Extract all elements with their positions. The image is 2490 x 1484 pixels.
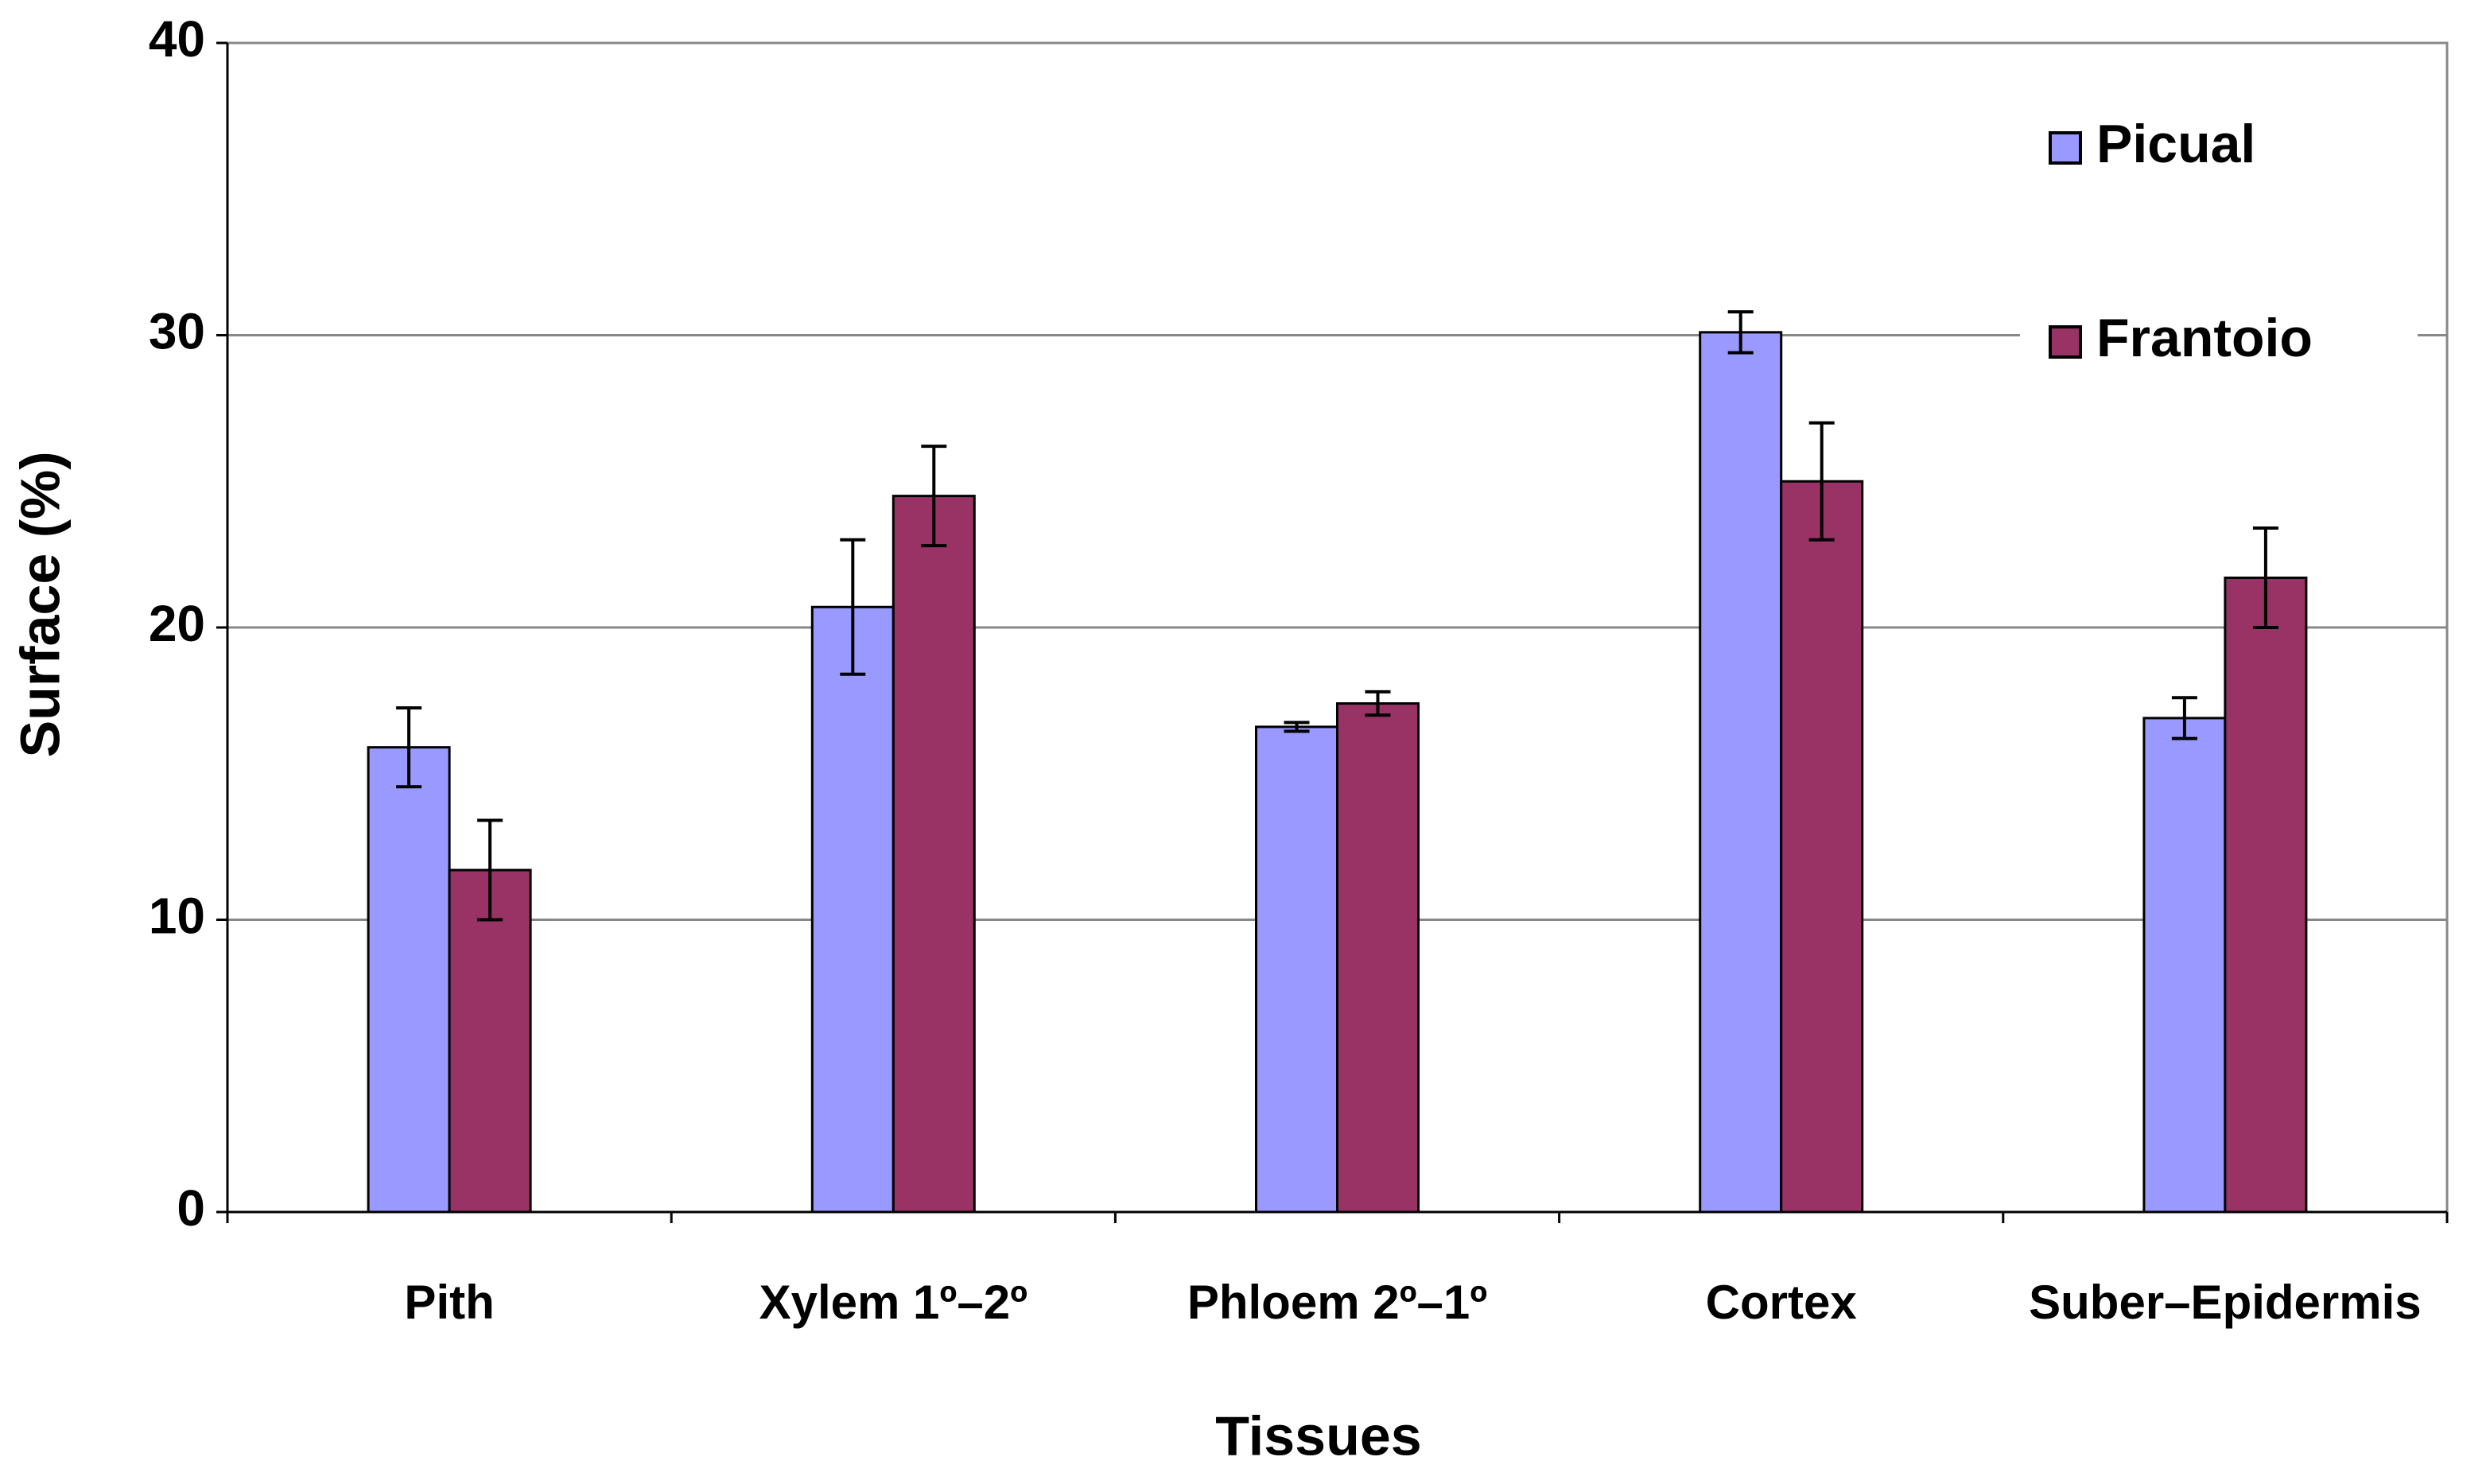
y-tick-label: 0	[177, 1179, 205, 1237]
error-bar	[1808, 421, 1835, 542]
legend-swatch	[2049, 325, 2082, 359]
error-bar	[1365, 690, 1391, 717]
legend-label: Picual	[2096, 114, 2255, 174]
error-bar	[2252, 526, 2278, 629]
error-bar	[921, 445, 947, 548]
bar	[1780, 480, 1864, 1214]
error-bar	[1727, 310, 1754, 355]
legend-swatch	[2049, 131, 2082, 165]
y-tick-label: 30	[149, 302, 205, 359]
error-bar	[2171, 696, 2197, 740]
error-bar	[396, 706, 422, 789]
x-tick-label: Suber–Epidermis	[2029, 1276, 2422, 1329]
legend-label: Frantoio	[2096, 308, 2313, 368]
bar	[2142, 717, 2227, 1214]
y-tick-label: 10	[149, 887, 205, 944]
x-axis-title: Tissues	[1215, 1404, 1421, 1467]
error-bar	[477, 818, 503, 922]
bar	[448, 868, 532, 1214]
y-tick-label: 20	[149, 595, 205, 652]
bar	[810, 605, 895, 1214]
x-tick-label: Pith	[404, 1276, 494, 1329]
x-tick-label: Cortex	[1706, 1276, 1857, 1329]
x-tick-label: Phloem 2º–1º	[1187, 1276, 1487, 1329]
bar	[2224, 577, 2308, 1214]
x-tick-label: Xylem 1º–2º	[759, 1276, 1027, 1329]
bar	[1699, 331, 1783, 1214]
error-bar	[840, 538, 866, 676]
bar	[1336, 702, 1420, 1214]
bar	[1255, 725, 1338, 1214]
error-bar	[1284, 721, 1310, 733]
bar	[367, 746, 451, 1214]
bar	[892, 495, 976, 1214]
y-axis-title: Surface (%)	[9, 451, 71, 757]
legend-background	[2020, 111, 2418, 382]
y-tick-label: 40	[149, 10, 205, 68]
